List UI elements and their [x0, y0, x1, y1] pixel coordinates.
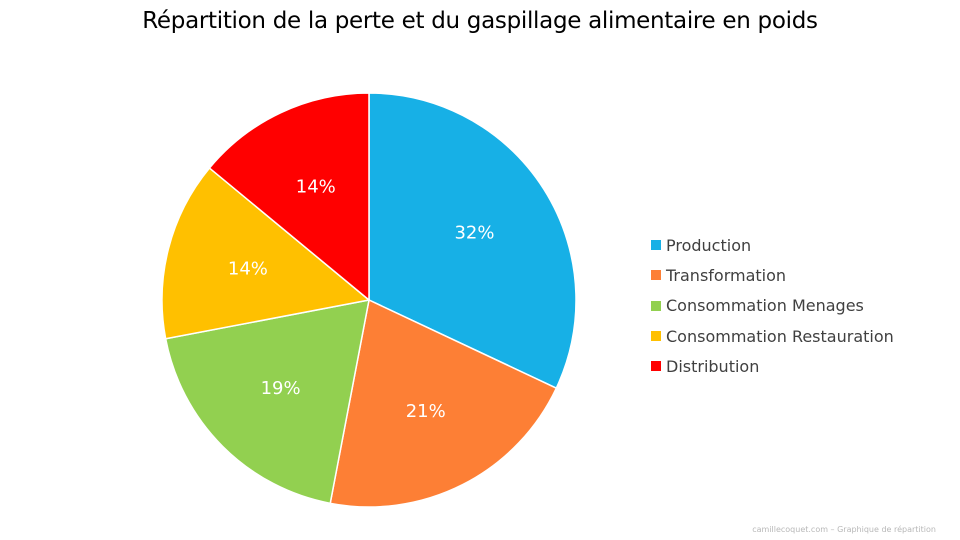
legend-swatch — [651, 331, 661, 342]
legend-swatch — [651, 240, 661, 251]
pie-slice-consommation-menages — [164, 299, 370, 505]
legend-item: Consommation Restauration — [651, 321, 894, 351]
legend-swatch — [651, 270, 661, 281]
legend-swatch — [651, 361, 661, 372]
legend-item: Distribution — [651, 351, 894, 381]
slice-label: 21% — [406, 401, 446, 422]
pie-slice-consommation-restauration — [161, 166, 371, 340]
legend-swatch — [651, 300, 661, 311]
slice-label: 19% — [261, 378, 301, 399]
slice-label: 14% — [228, 258, 268, 279]
legend-label: Consommation Menages — [666, 296, 864, 316]
chart-legend: Production Transformation Consommation Men… — [651, 230, 894, 381]
pie-slice-production — [368, 92, 577, 390]
slice-label: 14% — [296, 176, 336, 197]
footer-credit: camillecoquet.com – Graphique de réparti… — [752, 525, 936, 534]
legend-label: Consommation Restauration — [666, 326, 894, 346]
legend-label: Transformation — [666, 265, 787, 285]
legend-item: Transformation — [651, 260, 894, 290]
slice-label: 32% — [454, 223, 494, 244]
pie-slice-distribution — [208, 92, 370, 302]
legend-label: Distribution — [666, 356, 760, 376]
chart-title: Répartition de la perte et du gaspillage… — [142, 8, 818, 34]
legend-item: Consommation Menages — [651, 291, 894, 321]
legend-item: Production — [651, 230, 894, 260]
pie-slice-transformation — [329, 298, 558, 508]
legend-label: Production — [666, 235, 752, 255]
